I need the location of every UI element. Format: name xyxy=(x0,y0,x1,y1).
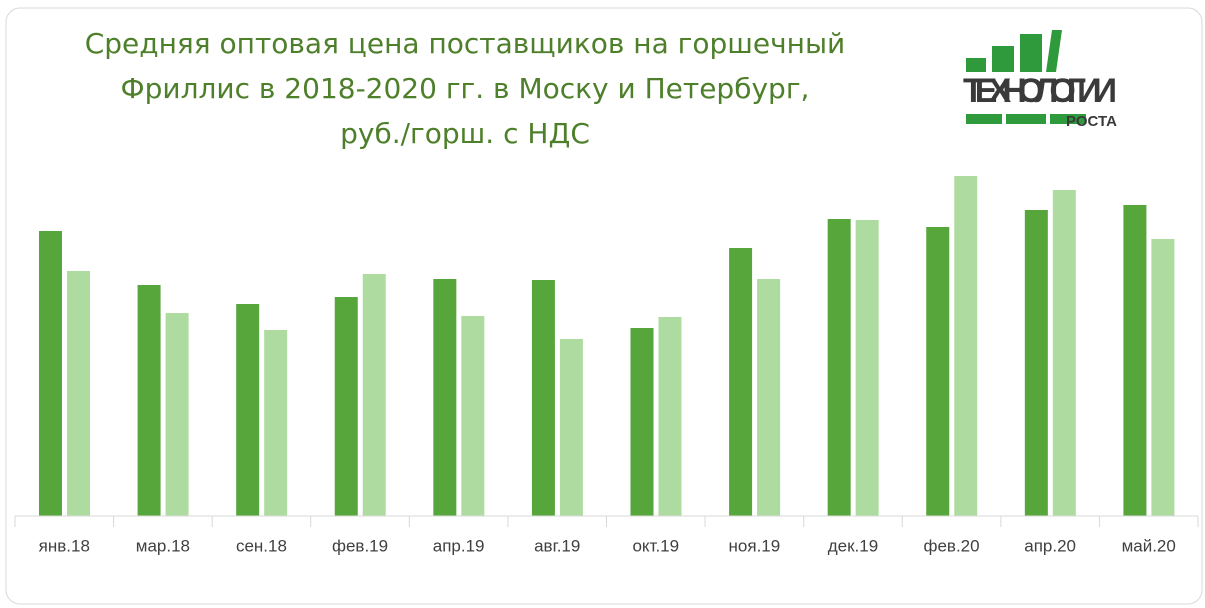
x-tick-label: апр.19 xyxy=(433,536,485,555)
bar xyxy=(433,279,457,516)
title: Средняя оптовая цена поставщиков на горш… xyxy=(85,27,846,150)
bar xyxy=(362,274,386,516)
bar xyxy=(827,219,851,516)
x-tick-label: авг.19 xyxy=(534,536,580,555)
x-tick-label: мар.18 xyxy=(136,536,190,555)
logo-block xyxy=(992,46,1014,72)
x-tick-label: ноя.19 xyxy=(729,536,781,555)
bar xyxy=(461,316,485,516)
bar xyxy=(264,330,288,516)
x-tick-label: апр.20 xyxy=(1024,536,1076,555)
logo-text: РОСТА xyxy=(1066,113,1117,130)
bar xyxy=(658,317,682,516)
bar xyxy=(729,248,753,516)
bar xyxy=(165,313,189,516)
bar xyxy=(1123,205,1147,516)
bar xyxy=(1052,190,1076,516)
title-line: Фриллис в 2018-2020 гг. в Моску и Петерб… xyxy=(121,72,810,105)
bar xyxy=(137,285,161,516)
logo-block xyxy=(966,58,986,72)
bar xyxy=(1024,210,1048,516)
x-tick-label: сен.18 xyxy=(236,536,287,555)
bar xyxy=(559,339,583,516)
logo-block xyxy=(1006,114,1046,124)
bar xyxy=(67,271,90,516)
logo-block xyxy=(966,114,1002,124)
x-tick-label: фев.20 xyxy=(923,536,979,555)
logo-block xyxy=(1046,30,1062,72)
bar xyxy=(236,304,260,516)
x-tick-label: май.20 xyxy=(1122,536,1176,555)
chart-frame xyxy=(5,7,1203,605)
bar xyxy=(855,220,879,516)
x-tick-label: дек.19 xyxy=(828,536,878,555)
title-line: руб./горш. с НДС xyxy=(340,117,590,150)
x-tick-label: фев.19 xyxy=(332,536,388,555)
logo: ТЕХНОЛОГИИ РОСТА xyxy=(963,30,1117,130)
logo-text: ТЕХНОЛОГИИ xyxy=(963,72,1117,110)
title-line: Средняя оптовая цена поставщиков на горш… xyxy=(85,27,846,60)
x-tick-label: окт.19 xyxy=(632,536,679,555)
logo-block xyxy=(1020,34,1042,72)
bar xyxy=(926,227,950,516)
bar xyxy=(1151,239,1175,516)
bar xyxy=(954,176,978,516)
bar xyxy=(757,279,781,516)
bar xyxy=(531,280,555,516)
x-tick-label: янв.18 xyxy=(39,536,90,555)
bar xyxy=(39,231,62,516)
bar xyxy=(630,328,654,516)
bar xyxy=(334,297,358,516)
logo-block xyxy=(1050,114,1086,124)
